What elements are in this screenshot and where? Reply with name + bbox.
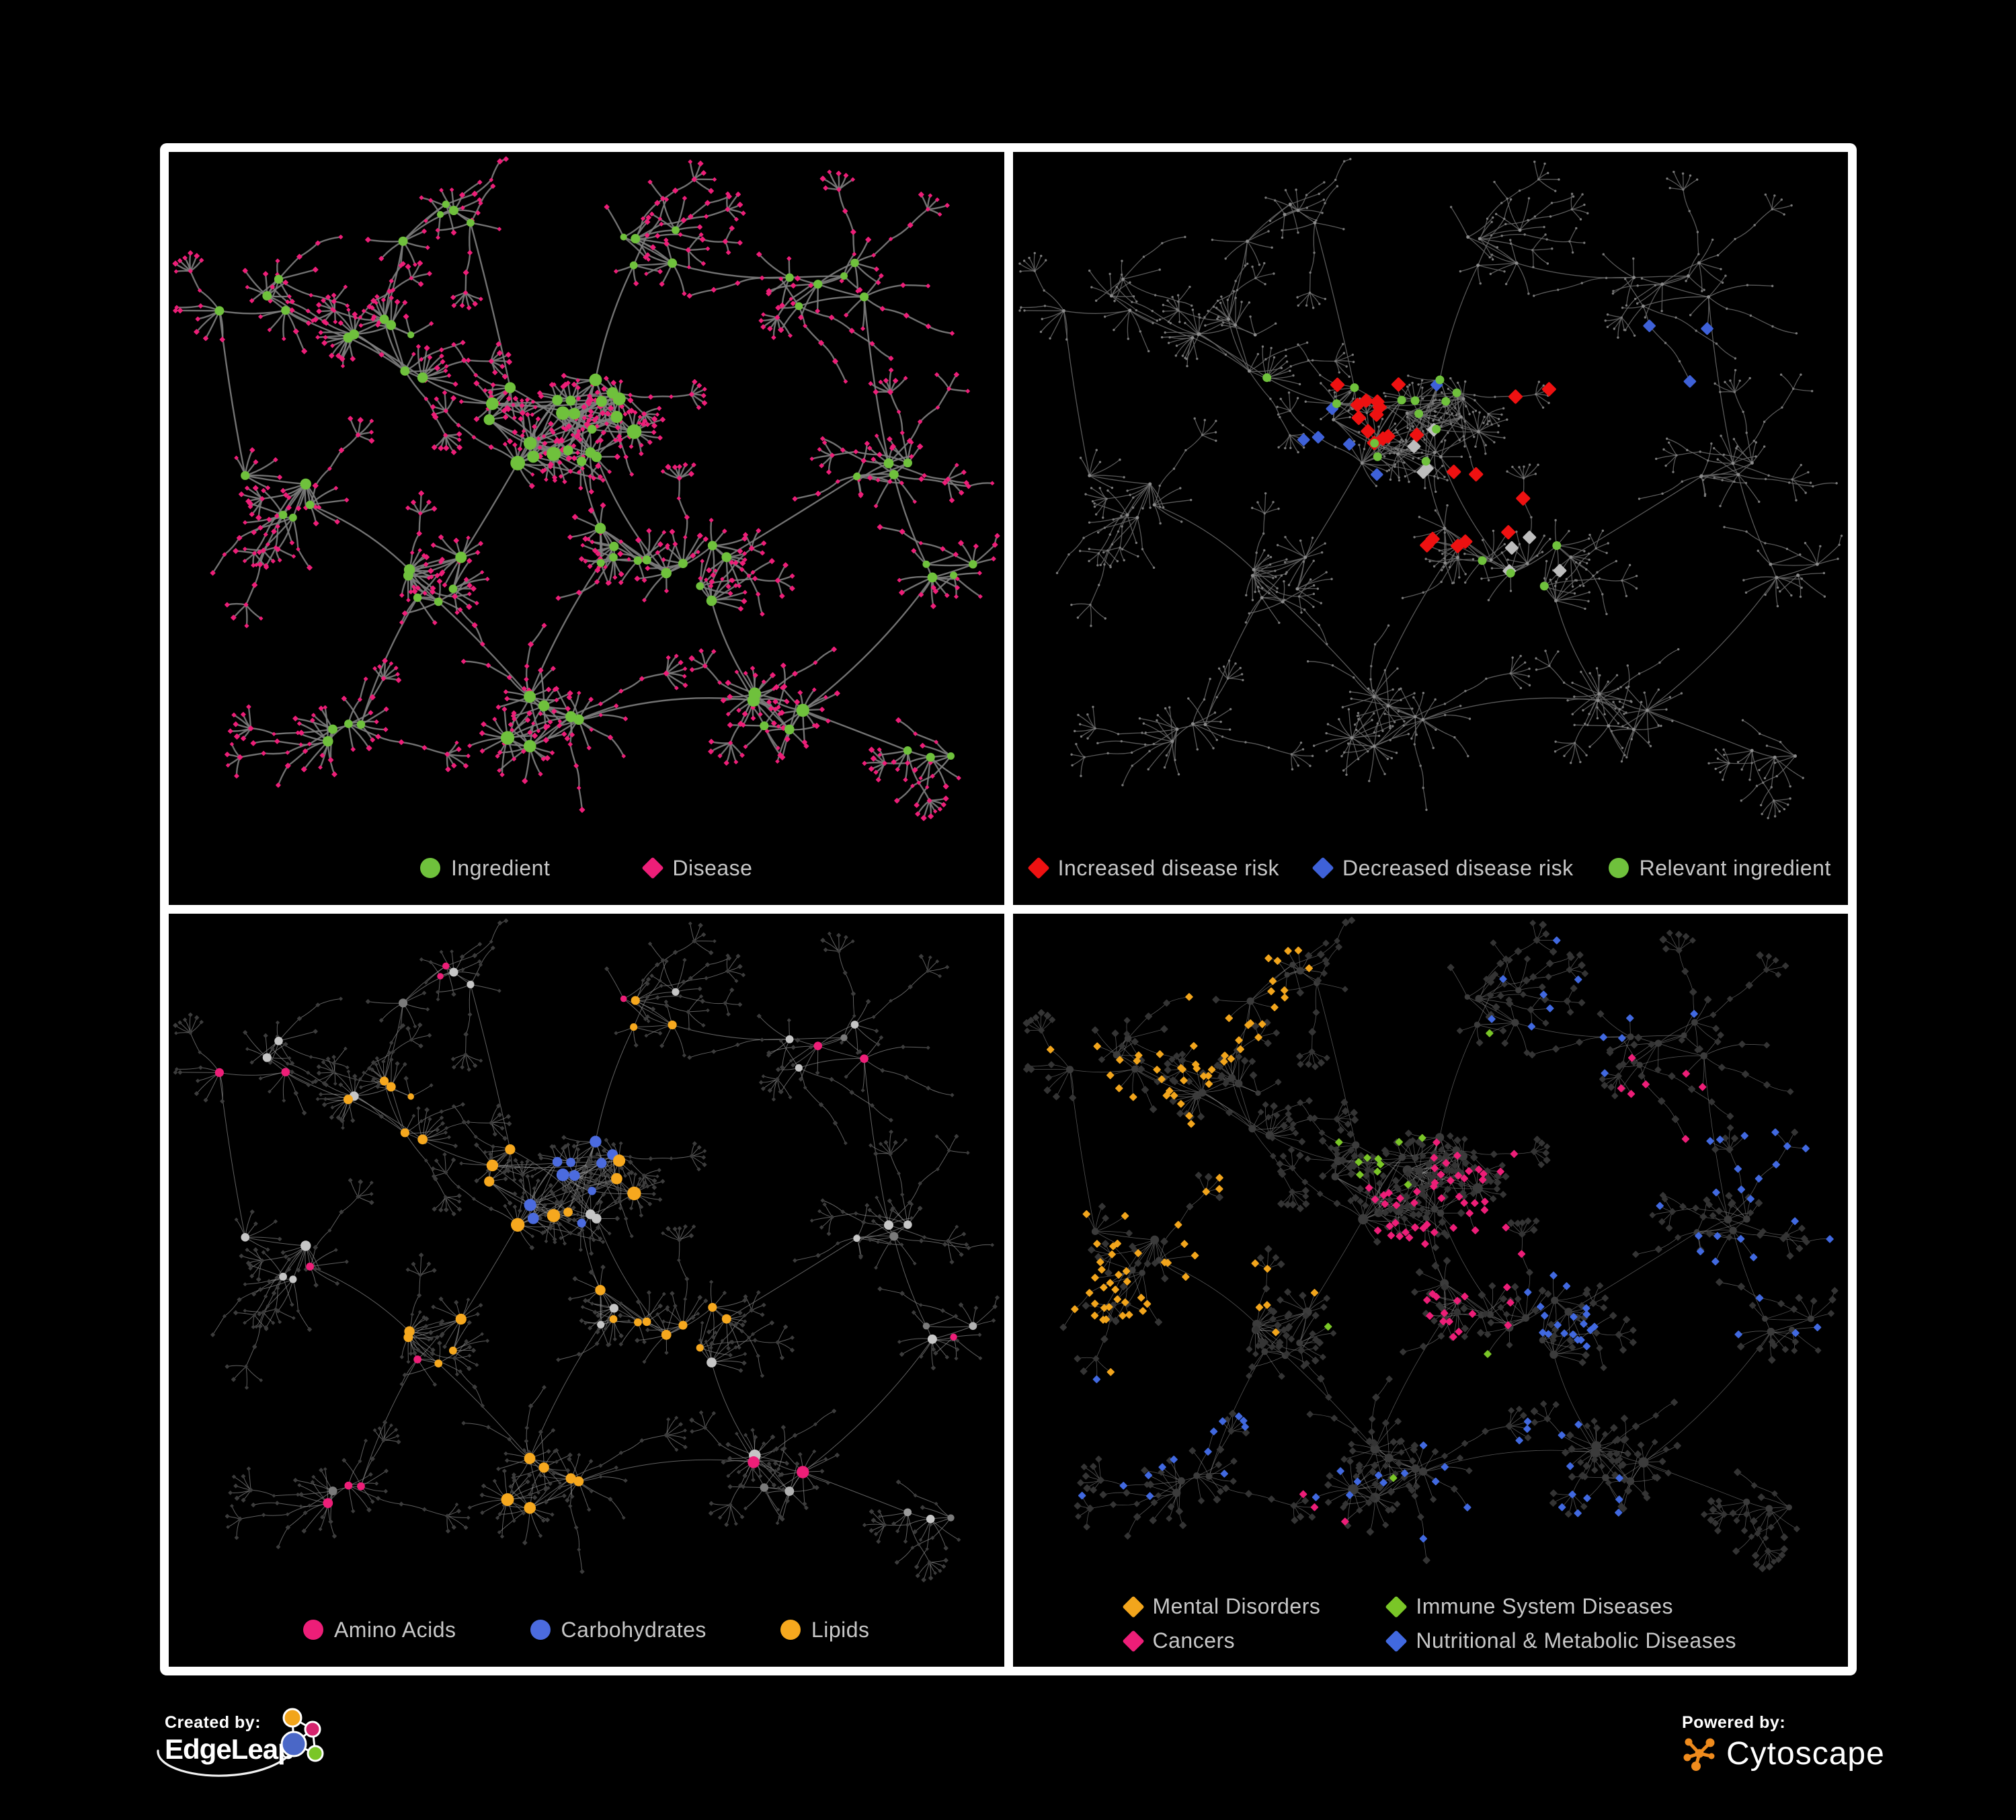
edgeleap-logo-icon	[280, 1708, 324, 1762]
legend-label: Ingredient	[451, 855, 551, 880]
amino-acids-marker-icon	[303, 1620, 323, 1640]
legend-disease-risk: Increased disease risk Decreased disease…	[1013, 831, 1849, 905]
cytoscape-logo-icon	[1683, 1738, 1715, 1771]
legend-nutrients: Amino Acids Carbohydrates Lipids	[169, 1593, 1004, 1667]
edgeleap-branding: Created by: EdgeLeap	[157, 1708, 366, 1794]
legend-item: Nutritional & Metabolic Diseases	[1385, 1628, 1736, 1653]
legend-label: Disease	[672, 855, 753, 880]
increased-risk-marker-icon	[1027, 857, 1050, 879]
cytoscape-branding: Powered by: Cytoscape	[1682, 1713, 1924, 1794]
panel-nutrient-categories: Amino Acids Carbohydrates Lipids	[169, 914, 1004, 1667]
legend-label: Immune System Diseases	[1416, 1594, 1674, 1618]
mental-disorders-marker-icon	[1121, 1595, 1145, 1618]
powered-by-label: Powered by:	[1682, 1713, 1786, 1732]
legend-item: Carbohydrates	[530, 1618, 707, 1643]
disease-marker-icon	[641, 857, 664, 879]
lipids-marker-icon	[780, 1620, 801, 1640]
relevant-ingredient-marker-icon	[1608, 858, 1629, 878]
legend-label: Mental Disorders	[1152, 1594, 1321, 1618]
legend-disease-categories: Mental Disorders Immune System Diseases …	[1013, 1581, 1849, 1667]
edgeleap-wordmark: EdgeLeap	[165, 1733, 295, 1765]
legend-item: Amino Acids	[303, 1618, 456, 1643]
legend-label: Amino Acids	[333, 1617, 456, 1642]
panel-ingredient-disease: Ingredient Disease	[169, 152, 1004, 905]
legend-label: Increased disease risk	[1057, 855, 1280, 880]
carbohydrates-marker-icon	[530, 1620, 551, 1640]
legend-label: Nutritional & Metabolic Diseases	[1416, 1628, 1736, 1653]
network-graph-ingredient-disease	[172, 156, 1000, 822]
ingredient-marker-icon	[420, 858, 441, 878]
figure-frame: Ingredient Disease Increased disease ris…	[160, 143, 1857, 1675]
legend-label: Decreased disease risk	[1342, 855, 1574, 880]
legend-label: Cancers	[1152, 1628, 1236, 1653]
legend-label: Lipids	[811, 1617, 870, 1642]
cancers-marker-icon	[1121, 1629, 1145, 1653]
immune-diseases-marker-icon	[1385, 1595, 1408, 1618]
legend-item: Immune System Diseases	[1385, 1594, 1736, 1619]
legend-item: Relevant ingredient	[1608, 855, 1831, 881]
cytoscape-wordmark: Cytoscape	[1726, 1735, 1885, 1772]
legend-item: Cancers	[1121, 1628, 1321, 1653]
decreased-risk-marker-icon	[1312, 857, 1334, 879]
legend-label: Carbohydrates	[561, 1617, 707, 1642]
legend-ingredient-disease: Ingredient Disease	[169, 831, 1004, 905]
created-by-label: Created by:	[165, 1713, 261, 1732]
legend-item: Decreased disease risk	[1312, 855, 1574, 881]
legend-item: Lipids	[780, 1618, 870, 1643]
network-graph-nutrients	[173, 918, 1000, 1583]
legend-item: Ingredient	[420, 856, 550, 881]
legend-label: Relevant ingredient	[1639, 855, 1831, 880]
nutritional-metabolic-marker-icon	[1385, 1629, 1408, 1653]
panel-disease-risk: Increased disease risk Decreased disease…	[1012, 152, 1849, 905]
network-graph-disease-risk	[1018, 157, 1843, 820]
edgeleap-swoosh	[157, 1749, 292, 1777]
panel-disease-categories: Mental Disorders Immune System Diseases …	[1012, 914, 1849, 1667]
legend-item: Increased disease risk	[1027, 855, 1280, 881]
legend-item: Mental Disorders	[1121, 1594, 1321, 1619]
network-graph-disease-categories	[1022, 916, 1839, 1573]
legend-item: Disease	[641, 855, 753, 881]
